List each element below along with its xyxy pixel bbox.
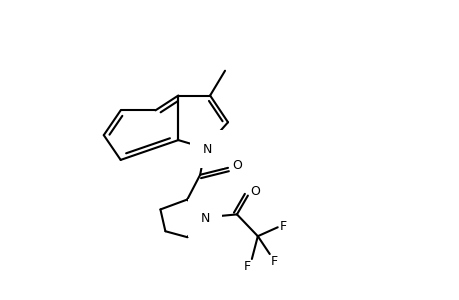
Text: F: F (243, 260, 250, 273)
Text: F: F (270, 255, 277, 268)
Text: N: N (202, 142, 211, 155)
Text: F: F (279, 220, 286, 233)
Text: N: N (200, 212, 209, 225)
Text: O: O (249, 185, 259, 198)
Text: O: O (231, 159, 241, 172)
